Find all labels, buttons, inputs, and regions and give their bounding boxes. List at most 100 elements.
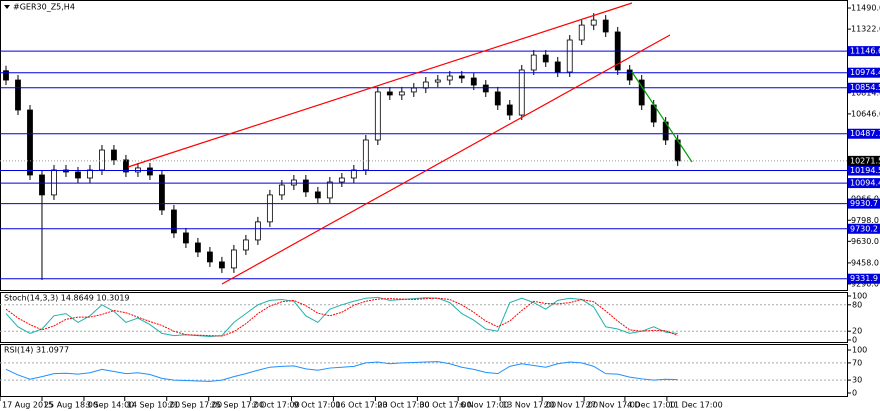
level-label: 9331.9 (850, 274, 878, 283)
x-tick-label: 25 Aug 18:00 (44, 401, 98, 410)
candle-body (578, 24, 585, 41)
level-label: 9930.7 (850, 199, 878, 208)
candle-body (230, 249, 237, 269)
candle-body (123, 159, 129, 173)
candle-body (626, 69, 633, 81)
candle-body (602, 19, 609, 33)
x-tick-label: 16 Oct 17:00 (335, 401, 387, 410)
x-tick-label: 25 Sep 17:00 (211, 401, 264, 410)
x-tick-label: 23 Oct 17:00 (377, 401, 429, 410)
candle-body (518, 69, 525, 116)
candle-body (422, 81, 429, 89)
candle-body (506, 104, 513, 116)
level-label: 10974.4 (850, 68, 880, 77)
candle-body (470, 77, 477, 86)
y-tick-label: 0 (852, 389, 857, 398)
candle-body (207, 251, 213, 263)
candle-body (398, 91, 405, 96)
level-label: 11146.6 (850, 47, 880, 56)
y-tick-label: 0 (852, 336, 857, 345)
level-label-box (848, 46, 880, 57)
indicator-line (5, 361, 678, 382)
indicator-line (5, 296, 678, 337)
y-tick-label: 100 (852, 346, 867, 355)
level-label-box (848, 67, 880, 78)
x-tick-label: 2 Oct 17:00 (253, 401, 300, 410)
level-label-box (848, 165, 880, 176)
x-tick-label: 21 Sep 17:00 (169, 401, 222, 410)
x-tick-label: 13 Nov 17:00 (502, 401, 556, 410)
candle-body (494, 91, 501, 106)
y-tick-label: 10646.0 (851, 109, 880, 118)
y-tick-label: 100 (852, 292, 867, 301)
level-label-box (848, 128, 880, 139)
y-tick-label: 20 (852, 327, 862, 336)
x-tick-label: 20 Nov 17:00 (544, 401, 598, 410)
candle-body (27, 109, 33, 176)
candle-body (15, 79, 21, 111)
chart-title: #GER30_Z5,H4 (13, 3, 75, 12)
candle-body (290, 179, 297, 186)
x-tick-label: 11 Dec 17:00 (669, 401, 723, 410)
level-label: 10487.7 (850, 129, 880, 138)
candle-body (374, 91, 381, 141)
candle-body (218, 261, 225, 269)
candle-body (350, 169, 357, 179)
candle-body (482, 84, 489, 93)
candle-body (111, 149, 117, 161)
stoch-title: Stoch(14,3,3) 14.8649 10.3019 (4, 294, 130, 303)
candle-body (566, 39, 573, 73)
rsi-pane (0, 344, 848, 397)
candle-body (410, 87, 417, 93)
y-tick-label: 80 (852, 300, 862, 309)
candle-body (3, 70, 9, 81)
candle-body (314, 191, 321, 199)
candle-body (530, 54, 537, 71)
level-label-box (848, 178, 880, 189)
y-tick-label: 9458.0 (851, 258, 879, 267)
y-tick-label: 10814.0 (851, 88, 880, 97)
candle-body (75, 171, 81, 179)
menu-arrow[interactable] (4, 5, 10, 9)
level-label: 10194.5 (850, 166, 880, 175)
main-pane (0, 0, 848, 291)
last-price-label: 10271.5 (850, 156, 880, 165)
candle-body (458, 75, 465, 79)
candle-body (386, 91, 393, 96)
candle-body (39, 174, 45, 196)
candle-body (638, 79, 645, 106)
x-tick-label: 14 Sep 10:00 (127, 401, 180, 410)
x-tick-label: 3 Sep 14:00 (86, 401, 134, 410)
candle-body (51, 169, 57, 196)
x-tick-label: 6 Nov 17:00 (460, 401, 509, 410)
level-label: 9730.2 (850, 224, 878, 233)
indicator-line (5, 297, 678, 337)
x-tick-label: 30 Oct 17:00 (419, 401, 471, 410)
level-label-box (848, 198, 880, 209)
candle-body (195, 242, 201, 253)
candle-body (590, 19, 597, 26)
candle-body (302, 179, 309, 193)
x-tick-label: 9 Oct 17:00 (293, 401, 340, 410)
channel-upper (127, 2, 633, 168)
x-tick-label: 4 Dec 17:00 (627, 401, 676, 410)
candle-body (542, 54, 549, 63)
y-tick-label: 30 (852, 376, 862, 385)
candle-body (159, 174, 165, 211)
y-tick-label: 11490.0 (851, 4, 880, 13)
level-label: 10094.4 (850, 179, 880, 188)
y-tick-label: 11322.0 (851, 25, 880, 34)
candle-body (338, 177, 345, 183)
level-label-box (848, 273, 880, 284)
y-tick-label: 9290.0 (851, 279, 879, 288)
candle-body (446, 75, 453, 81)
candle-body (326, 181, 333, 199)
candle-body (147, 167, 153, 176)
y-tick-label: 70 (852, 358, 862, 367)
candle-body (266, 194, 273, 223)
trend-lines (127, 2, 693, 285)
candle-body (254, 221, 261, 241)
level-label-box (848, 223, 880, 234)
